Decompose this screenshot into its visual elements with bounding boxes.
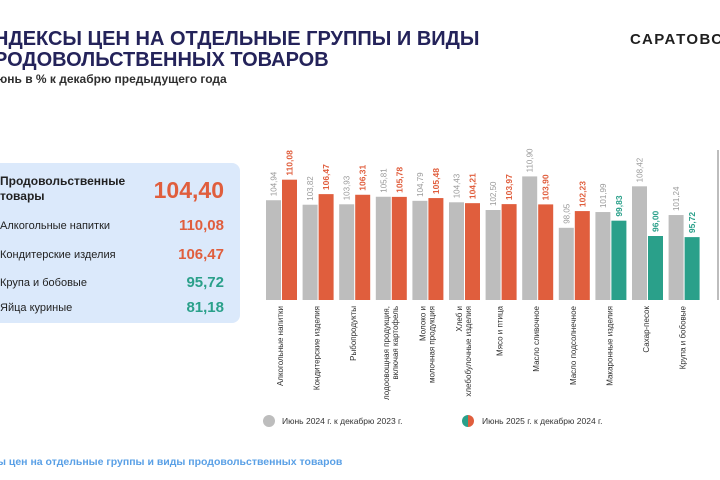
category-label: Кондитерские изделия xyxy=(313,306,322,390)
bar-2025 xyxy=(538,204,554,300)
kpi-label: Яйца куриные xyxy=(0,302,73,314)
bar-2025 xyxy=(318,194,334,300)
legend-label-2025: Июнь 2025 г. к декабрю 2024 г. xyxy=(482,416,603,426)
data-label-2025: 103,90 xyxy=(541,174,551,200)
bar-2024 xyxy=(266,200,281,300)
bar-2024 xyxy=(668,215,684,300)
kpi-main-label: Продовольственные товары xyxy=(0,174,126,203)
title-line-2: РОДОВОЛЬСТВЕННЫХ ТОВАРОВ xyxy=(0,49,329,71)
bar-chart: 104,94 110,08 Алкогольные напитки 103,82 106… xyxy=(266,148,719,400)
kpi-row: Крупа и бобовые 95,72 xyxy=(0,273,232,293)
data-label-2025: 105,48 xyxy=(431,168,441,194)
data-label-2025: 106,47 xyxy=(321,164,331,190)
data-label-2025: 99,83 xyxy=(614,195,624,217)
brand-logo: САРАТОВС xyxy=(630,31,720,48)
data-label-2024: 104,43 xyxy=(453,173,462,198)
data-label-2024: 102,50 xyxy=(489,181,498,206)
kpi-panel: Продовольственные товары 104,40 Алкоголь… xyxy=(0,163,240,323)
category-label: Масло подсолнечное xyxy=(569,305,578,385)
category-label: Масло сливочное xyxy=(532,305,541,371)
data-label-2025: 104,21 xyxy=(468,173,478,199)
kpi-value: 95,72 xyxy=(186,274,224,291)
bar-2025 xyxy=(574,211,590,300)
data-label-2024: 104,79 xyxy=(416,172,425,197)
data-label-2024: 110,90 xyxy=(526,148,535,172)
kpi-main-row: Продовольственные товары 104,40 xyxy=(0,173,232,213)
kpi-label: Алкогольные напитки xyxy=(0,220,111,232)
data-label-2024: 101,99 xyxy=(599,183,608,208)
data-label-2024: 104,94 xyxy=(270,171,279,196)
category-label: Макаронные изделия xyxy=(605,306,614,386)
bar-2025 xyxy=(355,194,371,300)
data-label-2025: 96,00 xyxy=(651,210,661,232)
category-label: Молоко имолочная продукция xyxy=(418,306,436,383)
bar-2024 xyxy=(302,204,318,300)
legend-label-2024: Июнь 2024 г. к декабрю 2023 г. xyxy=(282,416,403,426)
legend-swatch-2024 xyxy=(263,415,275,427)
data-label-2025: 102,23 xyxy=(577,181,587,207)
kpi-value: 106,47 xyxy=(178,246,224,263)
bar-2025 xyxy=(648,236,663,300)
legend-swatch-2025 xyxy=(462,415,474,427)
category-label: Сахар-песок xyxy=(642,306,651,353)
bar-2024 xyxy=(522,176,538,300)
bar-2024 xyxy=(339,204,355,300)
bar-2025 xyxy=(611,220,627,300)
data-label-2025: 95,72 xyxy=(687,212,697,234)
bar-2025 xyxy=(684,237,700,300)
data-label-2024: 98,05 xyxy=(562,203,571,224)
category-label: Плодоовощная продукция,включая картофель xyxy=(382,306,400,400)
bar-2025 xyxy=(282,179,297,300)
kpi-value: 110,08 xyxy=(178,217,224,234)
bar-2024 xyxy=(632,186,647,300)
data-label-2025: 103,97 xyxy=(504,174,514,200)
bar-2025 xyxy=(428,198,444,300)
kpi-row: Яйца куриные 81,18 xyxy=(0,298,232,318)
footer-caption: ы цен на отдельные группы и виды продово… xyxy=(0,456,343,468)
data-label-2025: 105,78 xyxy=(394,167,404,193)
category-label: Крупа и бобовые xyxy=(679,305,688,369)
bar-2025 xyxy=(391,196,407,300)
data-label-2024: 101,24 xyxy=(672,186,681,211)
data-label-2024: 108,42 xyxy=(636,157,645,182)
category-label: Мясо и птица xyxy=(496,305,505,355)
kpi-label: Крупа и бобовые xyxy=(0,277,87,289)
data-label-2025: 106,31 xyxy=(358,164,368,190)
bar-2024 xyxy=(485,210,501,300)
data-label-2025: 110,08 xyxy=(285,150,295,176)
data-label-2024: 103,82 xyxy=(306,176,315,201)
bar-2024 xyxy=(375,196,391,300)
kpi-row: Кондитерские изделия 106,47 xyxy=(0,245,232,265)
data-label-2024: 103,93 xyxy=(343,175,352,200)
kpi-row: Алкогольные напитки 110,08 xyxy=(0,216,232,236)
page-subtitle: юнь в % к декабрю предыдущего года xyxy=(0,72,227,86)
bar-2024 xyxy=(558,227,574,300)
page-title: НДЕКСЫ ЦЕН НА ОТДЕЛЬНЫЕ ГРУППЫ И ВИДЫ РО… xyxy=(0,29,514,71)
category-label: Алкогольные напитки xyxy=(276,306,285,386)
kpi-label: Кондитерские изделия xyxy=(0,249,116,261)
bar-2024 xyxy=(412,200,428,300)
data-label-2024: 105,81 xyxy=(379,168,388,193)
kpi-value: 81,18 xyxy=(186,299,224,316)
bar-2025 xyxy=(501,204,517,300)
bar-2024 xyxy=(595,212,611,300)
kpi-main-value: 104,40 xyxy=(153,177,224,203)
bar-2025 xyxy=(465,203,480,300)
category-label: Рыбопродукты xyxy=(349,306,358,361)
category-label: Хлеб ихлебобулочные изделия xyxy=(455,306,473,397)
bar-2024 xyxy=(449,202,464,300)
title-line-1: НДЕКСЫ ЦЕН НА ОТДЕЛЬНЫЕ ГРУППЫ И ВИДЫ xyxy=(0,28,480,50)
